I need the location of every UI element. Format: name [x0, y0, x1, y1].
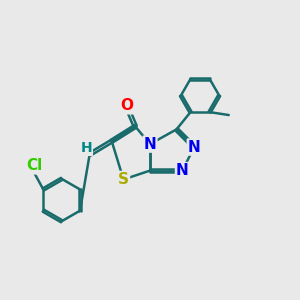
- Text: N: N: [176, 163, 189, 178]
- Text: H: H: [80, 141, 92, 155]
- Text: Cl: Cl: [26, 158, 43, 173]
- Text: S: S: [118, 172, 129, 187]
- Text: N: N: [144, 136, 156, 152]
- Text: N: N: [188, 140, 200, 154]
- Text: O: O: [120, 98, 133, 113]
